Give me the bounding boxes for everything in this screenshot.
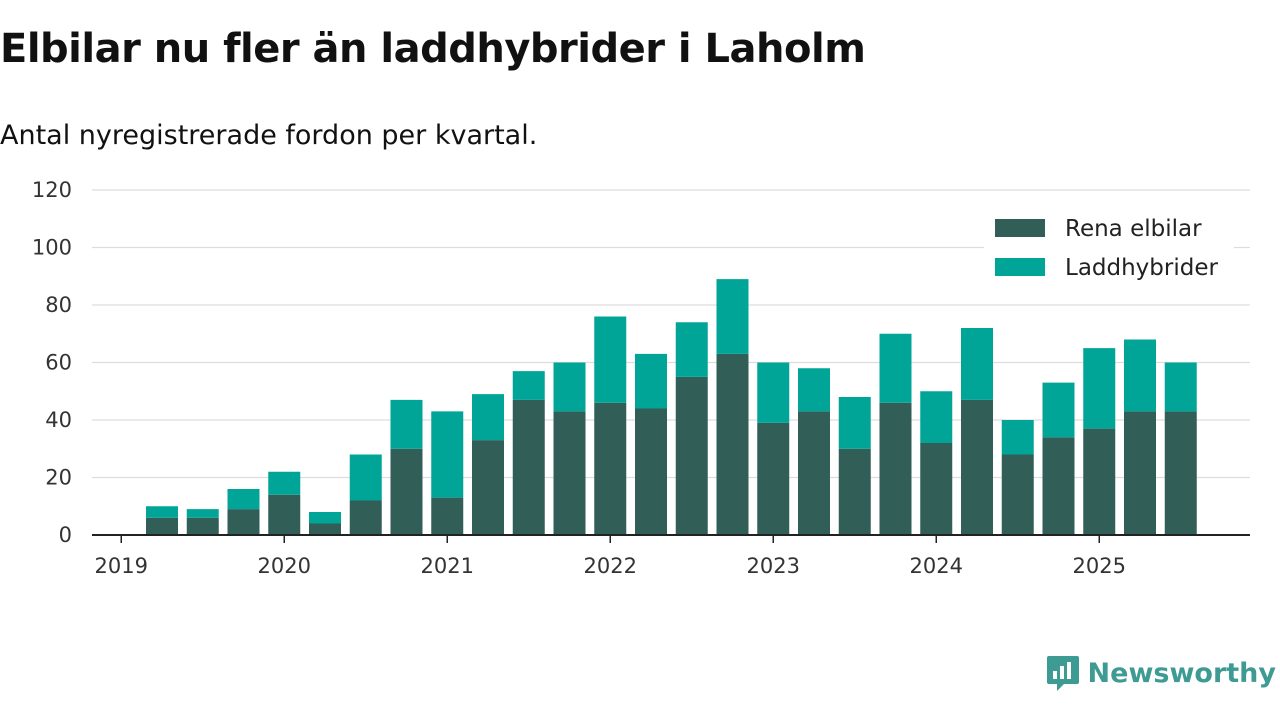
bar-rena-elbilar-19 (920, 443, 953, 535)
legend-label-rena-elbilar: Rena elbilar (1065, 216, 1202, 242)
bar-laddhybrider-6 (390, 399, 423, 449)
newsworthy-logo: Newsworthy (1046, 654, 1276, 692)
bar-rena-elbilar-17 (838, 448, 871, 535)
chart-title: Elbilar nu fler än laddhybrider i Laholm (0, 26, 866, 72)
newsworthy-chart-icon (1046, 656, 1079, 691)
bar-laddhybrider-16 (798, 368, 830, 412)
bar-rena-elbilar-5 (349, 500, 382, 535)
y-tick-label-40: 40 (45, 408, 72, 432)
bar-laddhybrider-17 (838, 397, 871, 449)
bar-laddhybrider-9 (512, 371, 545, 400)
x-tick-label-2020: 2020 (258, 554, 311, 578)
bar-laddhybrider-10 (553, 362, 586, 412)
y-tick-label-80: 80 (45, 293, 72, 317)
bar-rena-elbilar-1 (186, 517, 219, 535)
y-tick-label-20: 20 (45, 466, 72, 490)
bar-rena-elbilar-4 (309, 523, 341, 535)
bar-laddhybrider-22 (1042, 382, 1075, 438)
bar-rena-elbilar-12 (635, 408, 667, 535)
axes: 0 20 40 60 80 100 120 2019 2020 2021 2022 2023 2024 2… (32, 178, 1250, 578)
bar-laddhybrider-0 (146, 506, 178, 518)
bar-rena-elbilar-24 (1124, 411, 1156, 535)
bar-rena-elbilar-10 (553, 411, 586, 535)
bar-laddhybrider-18 (879, 333, 912, 403)
bar-laddhybrider-7 (431, 411, 464, 498)
bar-rena-elbilar-6 (390, 448, 423, 535)
bar-rena-elbilar-7 (431, 497, 464, 535)
bar-rena-elbilar-22 (1042, 437, 1075, 535)
bar-laddhybrider-24 (1124, 339, 1156, 412)
bar-laddhybrider-19 (920, 391, 953, 443)
bar-laddhybrider-5 (349, 454, 382, 501)
bar-rena-elbilar-11 (594, 402, 627, 535)
bar-laddhybrider-20 (961, 328, 993, 400)
bar-rena-elbilar-9 (512, 399, 545, 535)
chart-subtitle: Antal nyregistrerade fordon per kvartal. (0, 120, 538, 151)
bar-laddhybrider-14 (716, 279, 749, 354)
bar-laddhybrider-23 (1083, 348, 1116, 429)
bar-laddhybrider-21 (1001, 420, 1034, 455)
x-tick-label-2021: 2021 (421, 554, 474, 578)
bar-rena-elbilar-16 (798, 411, 830, 535)
bar-laddhybrider-4 (309, 512, 341, 524)
bar-laddhybrider-2 (227, 489, 260, 510)
bar-rena-elbilar-8 (472, 440, 504, 535)
bar-laddhybrider-3 (268, 471, 301, 495)
x-tick-label-2023: 2023 (747, 554, 800, 578)
legend-swatch-rena-elbilar (995, 219, 1045, 237)
x-tick-label-2025: 2025 (1073, 554, 1126, 578)
x-tick-label-2019: 2019 (95, 554, 148, 578)
bar-rena-elbilar-13 (675, 376, 708, 535)
bars (146, 279, 1197, 535)
bar-rena-elbilar-25 (1164, 411, 1197, 535)
bar-laddhybrider-11 (594, 316, 627, 403)
y-tick-label-60: 60 (45, 351, 72, 375)
legend-label-laddhybrider: Laddhybrider (1065, 255, 1218, 281)
bar-rena-elbilar-20 (961, 399, 993, 535)
bar-laddhybrider-13 (675, 322, 708, 377)
bar-rena-elbilar-23 (1083, 428, 1116, 535)
logo-text: Newsworthy (1087, 657, 1276, 689)
bar-rena-elbilar-0 (146, 517, 178, 535)
bar-rena-elbilar-2 (227, 509, 260, 535)
bar-laddhybrider-8 (472, 394, 504, 441)
bar-rena-elbilar-14 (716, 353, 749, 535)
x-tick-label-2024: 2024 (910, 554, 963, 578)
bar-laddhybrider-25 (1164, 362, 1197, 412)
bar-rena-elbilar-18 (879, 402, 912, 535)
bar-laddhybrider-15 (757, 362, 790, 423)
legend: Rena elbilar Laddhybrider (984, 208, 1234, 290)
y-tick-label-120: 120 (32, 178, 72, 202)
bar-rena-elbilar-3 (268, 494, 301, 535)
stacked-bar-chart: 0 20 40 60 80 100 120 2019 2020 2021 2022 2023 2024 2… (32, 178, 1250, 578)
y-tick-label-100: 100 (32, 236, 72, 260)
bar-rena-elbilar-21 (1001, 454, 1034, 535)
bar-laddhybrider-1 (186, 509, 219, 518)
legend-swatch-laddhybrider (995, 258, 1045, 276)
bar-laddhybrider-12 (635, 353, 667, 409)
x-tick-label-2022: 2022 (584, 554, 637, 578)
y-tick-label-0: 0 (59, 523, 72, 547)
bar-rena-elbilar-15 (757, 422, 790, 535)
